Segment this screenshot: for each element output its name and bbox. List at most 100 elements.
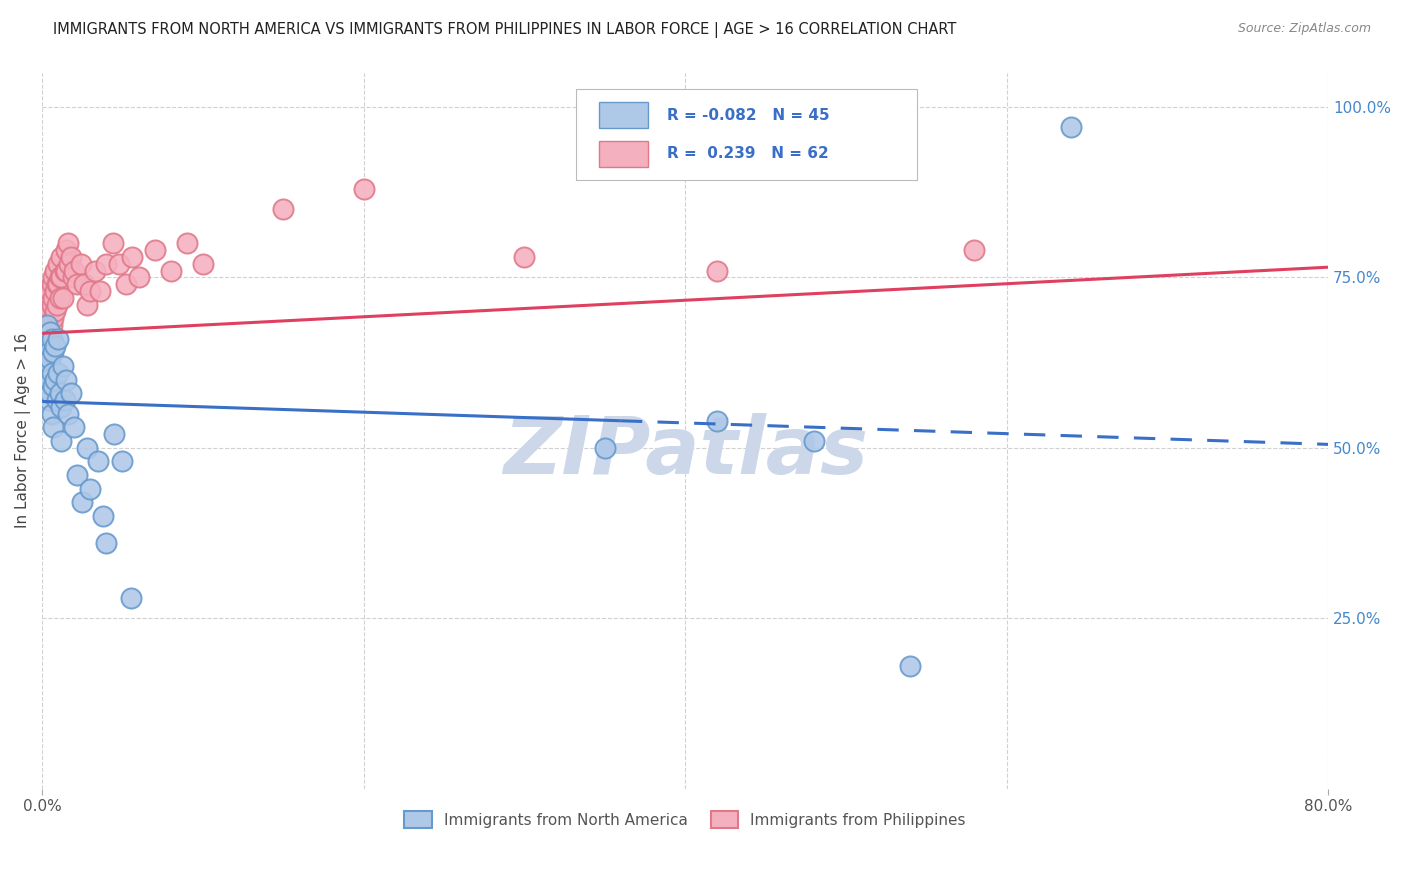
Point bbox=[143, 243, 166, 257]
Point bbox=[49, 386, 72, 401]
Point bbox=[39, 386, 62, 401]
Point bbox=[63, 420, 86, 434]
Point bbox=[63, 263, 86, 277]
Point bbox=[39, 284, 62, 298]
Point bbox=[91, 508, 114, 523]
Point bbox=[45, 298, 67, 312]
Point bbox=[35, 318, 58, 332]
Point bbox=[706, 413, 728, 427]
Point bbox=[42, 270, 65, 285]
Point bbox=[79, 482, 101, 496]
Point bbox=[46, 332, 69, 346]
Text: IMMIGRANTS FROM NORTH AMERICA VS IMMIGRANTS FROM PHILIPPINES IN LABOR FORCE | AG: IMMIGRANTS FROM NORTH AMERICA VS IMMIGRA… bbox=[53, 22, 957, 38]
Point bbox=[39, 352, 62, 367]
Point bbox=[42, 420, 65, 434]
FancyBboxPatch shape bbox=[576, 88, 917, 180]
Point bbox=[38, 291, 60, 305]
Point bbox=[51, 434, 73, 448]
Point bbox=[191, 257, 214, 271]
Point bbox=[41, 318, 63, 332]
Point bbox=[66, 277, 89, 292]
Point bbox=[35, 373, 58, 387]
Point bbox=[46, 257, 69, 271]
Point bbox=[56, 236, 79, 251]
Point bbox=[34, 359, 56, 373]
Point bbox=[114, 277, 136, 292]
Point bbox=[87, 454, 110, 468]
Point bbox=[706, 263, 728, 277]
Point bbox=[513, 250, 536, 264]
Point bbox=[39, 304, 62, 318]
Point bbox=[34, 332, 56, 346]
Point bbox=[49, 270, 72, 285]
Point bbox=[42, 291, 65, 305]
Point bbox=[963, 243, 986, 257]
Point bbox=[39, 325, 62, 339]
Point bbox=[51, 270, 73, 285]
Point bbox=[60, 386, 83, 401]
Point bbox=[96, 536, 118, 550]
Point bbox=[53, 263, 76, 277]
Point bbox=[69, 257, 91, 271]
Y-axis label: In Labor Force | Age > 16: In Labor Force | Age > 16 bbox=[15, 333, 31, 528]
Point bbox=[66, 468, 89, 483]
Point bbox=[38, 311, 60, 326]
Point bbox=[55, 243, 77, 257]
Point bbox=[34, 345, 56, 359]
FancyBboxPatch shape bbox=[599, 103, 648, 128]
Point bbox=[353, 182, 375, 196]
Point bbox=[32, 338, 55, 352]
Point bbox=[41, 298, 63, 312]
Point bbox=[53, 393, 76, 408]
Point bbox=[55, 263, 77, 277]
Point bbox=[62, 270, 84, 285]
Point bbox=[41, 407, 63, 421]
Point bbox=[52, 359, 75, 373]
Point bbox=[35, 338, 58, 352]
Point bbox=[44, 373, 66, 387]
Point bbox=[120, 591, 142, 605]
Point bbox=[52, 291, 75, 305]
Point bbox=[39, 325, 62, 339]
Text: ZIPatlas: ZIPatlas bbox=[502, 413, 868, 491]
Point bbox=[72, 495, 94, 509]
Point bbox=[73, 277, 96, 292]
Point bbox=[58, 257, 80, 271]
Point bbox=[42, 311, 65, 326]
Text: R =  0.239   N = 62: R = 0.239 N = 62 bbox=[666, 146, 830, 161]
Point bbox=[898, 658, 921, 673]
Point bbox=[108, 257, 131, 271]
Point bbox=[271, 202, 294, 217]
Point bbox=[38, 332, 60, 346]
Point bbox=[38, 345, 60, 359]
Point bbox=[41, 332, 63, 346]
Point bbox=[79, 284, 101, 298]
Text: R = -0.082   N = 45: R = -0.082 N = 45 bbox=[666, 108, 830, 122]
FancyBboxPatch shape bbox=[599, 141, 648, 167]
Point bbox=[96, 257, 118, 271]
Point bbox=[128, 270, 150, 285]
Point bbox=[56, 407, 79, 421]
Point bbox=[44, 284, 66, 298]
Point bbox=[38, 393, 60, 408]
Point bbox=[76, 298, 98, 312]
Point bbox=[32, 318, 55, 332]
Point bbox=[34, 325, 56, 339]
Point bbox=[41, 277, 63, 292]
Point bbox=[45, 277, 67, 292]
Point bbox=[35, 318, 58, 332]
Point bbox=[44, 304, 66, 318]
Point bbox=[159, 263, 181, 277]
Text: Source: ZipAtlas.com: Source: ZipAtlas.com bbox=[1237, 22, 1371, 36]
Point bbox=[103, 427, 125, 442]
Point bbox=[49, 291, 72, 305]
Point bbox=[121, 250, 143, 264]
Point bbox=[44, 263, 66, 277]
Point bbox=[46, 366, 69, 380]
Point bbox=[101, 236, 124, 251]
Point bbox=[44, 338, 66, 352]
Point bbox=[42, 379, 65, 393]
Point bbox=[176, 236, 198, 251]
Point bbox=[60, 250, 83, 264]
Legend: Immigrants from North America, Immigrants from Philippines: Immigrants from North America, Immigrant… bbox=[398, 805, 972, 835]
